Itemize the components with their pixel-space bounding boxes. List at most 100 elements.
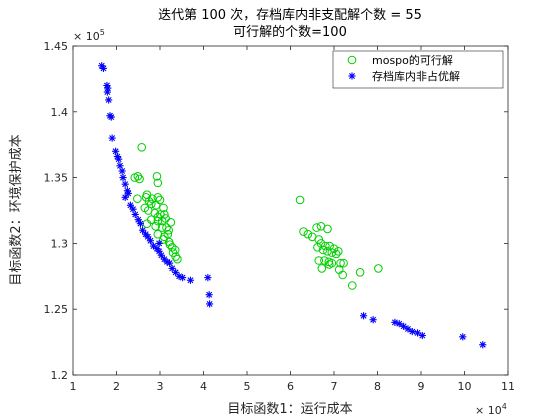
legend-marker-feasible: [347, 55, 357, 65]
feasible-point: [313, 243, 322, 252]
axis-exponents: × 105 × 104: [73, 28, 507, 417]
feasible-point: [133, 194, 142, 203]
feasible-point: [173, 254, 182, 264]
feasible-point: [135, 174, 144, 184]
feasible-point: [164, 225, 173, 235]
archive-point: [204, 274, 212, 282]
chart-title: 迭代第 100 次，存档库内非支配解个数 = 55 可行解的个数=100: [158, 7, 422, 40]
archive-point: [105, 96, 113, 104]
archive-point: [121, 180, 129, 188]
feasible-point: [171, 252, 180, 261]
chart-title-line-2: 可行解的个数=100: [233, 24, 347, 40]
feasible-point: [159, 235, 168, 244]
series-archive-solutions: [98, 62, 487, 349]
feasible-point: [331, 249, 341, 259]
plot-area: [73, 46, 508, 375]
archive-point: [115, 155, 123, 163]
legend-circle-marker: [347, 55, 357, 65]
archive-point: [179, 274, 187, 282]
archive-point: [119, 174, 127, 182]
archive-point: [121, 193, 129, 201]
legend-asterisk-marker: [348, 72, 356, 80]
feasible-point: [152, 171, 162, 181]
feasible-point: [170, 245, 180, 255]
feasible-point: [299, 227, 308, 236]
archive-point: [124, 189, 132, 197]
archive-point: [136, 220, 145, 228]
archive-point: [155, 239, 163, 247]
feasible-point: [317, 264, 327, 273]
x-axis-label: 目标函数1：运行成本: [227, 402, 352, 417]
feasible-point: [153, 216, 163, 226]
archive-point: [359, 312, 368, 320]
feasible-point: [295, 195, 305, 205]
feasible-point: [137, 143, 147, 152]
archive-point: [369, 316, 377, 324]
feasible-point: [157, 216, 167, 226]
data-series: [98, 62, 487, 349]
feasible-point: [144, 196, 154, 206]
y-tick-label: 1.25: [44, 303, 69, 316]
x-tick-label: 4: [200, 380, 207, 393]
y-tick-label: 1.3: [51, 237, 69, 250]
feasible-point: [164, 237, 174, 247]
archive-point: [103, 88, 111, 96]
archive-point: [165, 259, 174, 267]
archive-point: [205, 291, 213, 299]
x-tick-label: 9: [418, 380, 425, 393]
feasible-point: [334, 246, 343, 256]
archive-point: [118, 167, 126, 175]
feasible-point: [314, 256, 324, 265]
archive-point: [108, 134, 116, 142]
archive-point: [418, 331, 426, 340]
y-tick-label: 1.35: [44, 172, 69, 185]
legend-box: [332, 50, 504, 89]
archive-point: [157, 251, 165, 259]
feasible-point: [151, 221, 160, 231]
feasible-point: [339, 258, 348, 268]
feasible-point: [303, 229, 313, 239]
legend-label-archive: 存档库内非占优解: [372, 69, 460, 83]
archive-point: [144, 233, 152, 241]
x-exponent-label: × 104: [475, 402, 507, 417]
series-feasible-solutions: [130, 143, 383, 290]
feasible-point: [323, 246, 332, 256]
y-tick-label: 1.2: [51, 369, 69, 382]
feasible-point: [153, 178, 163, 188]
archive-point: [107, 113, 115, 121]
y-tick-label: 1.45: [44, 40, 69, 53]
archive-point: [205, 300, 214, 308]
x-tick-label: 7: [331, 380, 338, 393]
legend: mospo的可行解 存档库内非占优解: [332, 50, 504, 89]
feasible-point: [327, 248, 337, 257]
feasible-point: [338, 270, 348, 280]
x-tick-label: 5: [244, 380, 251, 393]
archive-point: [99, 64, 108, 72]
feasible-point: [167, 243, 177, 252]
feasible-point: [166, 218, 176, 227]
y-axis-label: 目标函数2：环境保护成本: [9, 134, 24, 285]
archive-point: [459, 333, 467, 341]
y-tick-label: 1.4: [51, 106, 69, 119]
feasible-point: [130, 173, 140, 182]
feasible-point: [162, 223, 171, 232]
feasible-point: [153, 193, 163, 202]
plot-frame: [72, 45, 509, 376]
archive-point: [186, 276, 195, 284]
archive-point: [112, 147, 120, 155]
x-tick-label: 3: [157, 380, 164, 393]
x-exponent-base: × 10: [475, 404, 502, 417]
archive-point: [139, 226, 147, 234]
feasible-point: [312, 223, 321, 232]
chart-title-line-1: 迭代第 100 次，存档库内非支配解个数 = 55: [158, 7, 422, 23]
y-exponent-base: × 10: [73, 30, 100, 43]
x-exponent-power: 4: [502, 402, 507, 411]
archive-point: [131, 210, 139, 219]
feasible-point: [355, 268, 365, 277]
y-exponent-label: × 105: [73, 28, 105, 43]
x-tick-label: 6: [287, 380, 294, 393]
y-exponent-power: 5: [100, 28, 105, 37]
x-tick-label: 11: [501, 380, 515, 393]
feasible-point: [336, 258, 345, 268]
